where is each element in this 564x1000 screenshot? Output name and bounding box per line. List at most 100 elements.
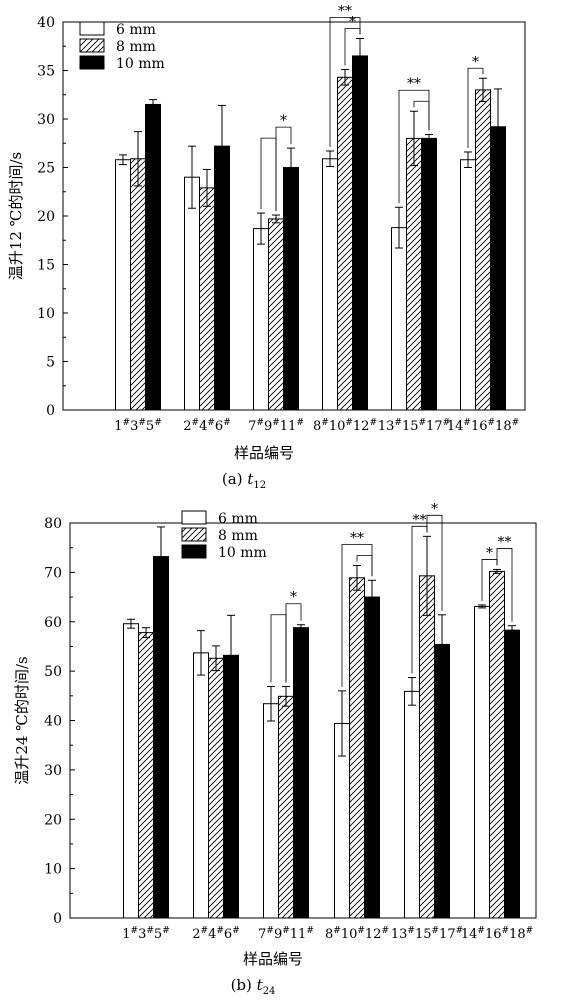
y-tick-label: 35 bbox=[37, 64, 55, 80]
legend-label: 6 mm bbox=[218, 511, 258, 527]
category-label: 14#16#18# bbox=[447, 418, 519, 434]
bar bbox=[337, 76, 353, 411]
bar bbox=[193, 652, 209, 919]
bar bbox=[460, 159, 476, 411]
category-label: 1#3#5# bbox=[114, 418, 161, 434]
legend-label: 8 mm bbox=[218, 528, 258, 544]
bar bbox=[145, 103, 161, 411]
significance-bracket bbox=[329, 17, 361, 148]
significance-bracket bbox=[467, 67, 484, 148]
legend-swatch bbox=[79, 21, 105, 36]
significance-bracket bbox=[285, 603, 302, 683]
y-tick-label: 20 bbox=[44, 812, 62, 828]
category-label: 13#15#17# bbox=[391, 926, 463, 942]
y-tick-label: 30 bbox=[44, 763, 62, 779]
bar bbox=[268, 218, 284, 411]
bar bbox=[199, 187, 215, 411]
category-label: 2#4#6# bbox=[192, 926, 239, 942]
legend-label: 8 mm bbox=[116, 39, 156, 55]
y-tick-label: 0 bbox=[46, 403, 55, 419]
bar bbox=[406, 137, 422, 411]
legend-label: 6 mm bbox=[116, 22, 156, 38]
significance-label: * bbox=[290, 590, 297, 606]
significance-bracket bbox=[260, 137, 277, 212]
bar bbox=[283, 167, 299, 411]
bar bbox=[115, 159, 131, 411]
bar bbox=[293, 627, 309, 919]
y-tick-label: 80 bbox=[44, 516, 62, 532]
y-tick-label: 70 bbox=[44, 565, 62, 581]
y-tick-label: 30 bbox=[37, 112, 55, 128]
significance-bracket bbox=[275, 126, 292, 212]
bar bbox=[434, 643, 450, 919]
category-label: 1#3#5# bbox=[122, 926, 169, 942]
x-axis-label: 样品编号 bbox=[243, 950, 303, 968]
category-label: 8#10#12# bbox=[313, 418, 377, 434]
significance-label: ** bbox=[338, 3, 352, 19]
bar bbox=[421, 137, 437, 411]
y-tick-label: 20 bbox=[37, 209, 55, 225]
bar bbox=[123, 623, 139, 919]
significance-label: * bbox=[486, 545, 493, 561]
bar bbox=[474, 605, 490, 919]
significance-bracket bbox=[270, 614, 287, 683]
bar bbox=[130, 158, 146, 411]
significance-bracket bbox=[413, 100, 430, 131]
category-label: 14#16#18# bbox=[461, 926, 533, 942]
legend-swatch bbox=[181, 527, 207, 542]
bar bbox=[404, 690, 420, 919]
panel-caption: (a) t12 bbox=[222, 470, 266, 491]
bar bbox=[391, 227, 407, 411]
bar bbox=[208, 657, 224, 919]
panel-caption: (b) t24 bbox=[231, 976, 276, 997]
y-axis-label: 温升24 ℃的时间/s bbox=[13, 656, 31, 784]
legend-swatch bbox=[79, 38, 105, 53]
category-label: 2#4#6# bbox=[183, 418, 230, 434]
y-tick-label: 50 bbox=[44, 664, 62, 680]
category-label: 13#15#17# bbox=[378, 418, 450, 434]
category-label: 7#9#11# bbox=[248, 418, 304, 434]
y-tick-label: 25 bbox=[37, 161, 55, 177]
legend-swatch bbox=[79, 55, 105, 70]
bar bbox=[504, 629, 520, 919]
x-axis-label: 样品编号 bbox=[234, 444, 294, 462]
y-tick-label: 10 bbox=[44, 862, 62, 878]
bar bbox=[184, 176, 200, 411]
significance-bracket bbox=[426, 514, 443, 611]
y-tick-label: 5 bbox=[46, 355, 55, 371]
bar bbox=[489, 570, 505, 919]
y-tick-label: 0 bbox=[53, 911, 62, 927]
bar bbox=[352, 55, 368, 411]
significance-label: * bbox=[472, 54, 479, 70]
bar bbox=[490, 126, 506, 411]
bar bbox=[419, 575, 435, 919]
significance-label: ** bbox=[350, 530, 364, 546]
legend-swatch bbox=[181, 510, 207, 525]
bar bbox=[263, 703, 279, 919]
significance-label: ** bbox=[413, 512, 427, 528]
y-tick-label: 40 bbox=[44, 714, 62, 730]
bar bbox=[278, 695, 294, 919]
category-label: 8#10#12# bbox=[325, 926, 389, 942]
legend-swatch bbox=[181, 544, 207, 559]
category-label: 7#9#11# bbox=[258, 926, 314, 942]
bar bbox=[322, 158, 338, 411]
significance-bracket bbox=[398, 89, 430, 204]
bar bbox=[138, 632, 154, 919]
bar bbox=[349, 577, 365, 919]
y-tick-label: 10 bbox=[37, 306, 55, 322]
legend-label: 10 mm bbox=[116, 56, 165, 72]
bar bbox=[253, 228, 269, 411]
bar bbox=[364, 596, 380, 919]
significance-label: * bbox=[349, 14, 356, 30]
significance-label: * bbox=[280, 113, 287, 129]
y-tick-label: 15 bbox=[37, 258, 55, 274]
bar bbox=[475, 89, 491, 411]
y-tick-label: 40 bbox=[37, 15, 55, 31]
significance-label: ** bbox=[407, 76, 421, 92]
significance-label: * bbox=[431, 501, 438, 517]
bar bbox=[153, 556, 169, 919]
